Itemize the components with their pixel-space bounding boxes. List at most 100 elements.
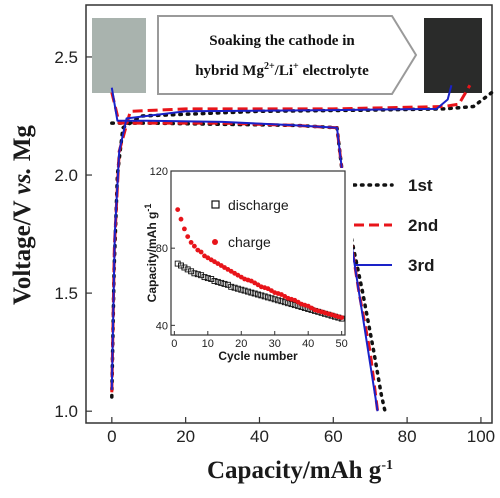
banner-line-2: hybrid Mg2+/Li+ electrolyte <box>195 61 369 79</box>
y-axis-label-italic: vs. <box>9 167 36 194</box>
y-axis-label-part-3: Mg <box>9 125 36 168</box>
main-plot-frame <box>85 4 493 424</box>
banner-sup-mg: 2+ <box>264 61 275 72</box>
series-3rd-discharge-curve <box>110 87 379 412</box>
x-tick-label-100: 100 <box>467 427 495 446</box>
x-tick-label-20: 20 <box>176 427 195 446</box>
banner-line-2-mid: /Li <box>274 63 293 79</box>
discharge-point-5 <box>188 268 195 275</box>
discharge-point-23 <box>248 289 255 296</box>
discharge-point-6 <box>191 270 198 277</box>
inset-legend-discharge-marker <box>211 200 220 209</box>
y-tick-label-2: 2.0 <box>54 166 78 185</box>
discharge-point-2 <box>178 262 184 269</box>
discharge-point-25 <box>255 291 261 298</box>
inset-x-tick-label-50: 50 <box>336 338 348 350</box>
banner-arrow-box <box>157 15 418 95</box>
discharge-point-4 <box>184 266 191 273</box>
legend-label-3rd: 3rd <box>408 256 434 275</box>
inset-y-axis-label: Capacity/mAh g-1 <box>143 204 159 303</box>
discharge-point-7 <box>194 271 201 278</box>
discharge-point-13 <box>214 278 221 285</box>
discharge-point-30 <box>271 296 278 303</box>
discharge-point-26 <box>258 292 265 299</box>
banner-sup-li: + <box>293 61 299 72</box>
inset-y-axis-label-base: Capacity/mAh g <box>145 212 159 303</box>
series-2nd-charge-curve <box>110 84 472 393</box>
inset-points <box>174 207 345 322</box>
x-tick-label-40: 40 <box>250 427 269 446</box>
discharge-point-34 <box>285 300 292 307</box>
discharge-point-8 <box>198 272 205 279</box>
charge-point-50 <box>339 315 345 320</box>
discharge-point-24 <box>251 290 258 297</box>
x-tick-label-80: 80 <box>398 427 417 446</box>
inset-x-tick-label-40: 40 <box>302 338 314 350</box>
discharge-point-11 <box>208 276 215 282</box>
discharge-point-1 <box>174 260 181 267</box>
discharge-point-27 <box>261 293 268 300</box>
inset-x-tick-label-10: 10 <box>202 338 214 350</box>
x-tick-label-60: 60 <box>324 427 343 446</box>
legend-label-1st: 1st <box>408 176 433 195</box>
discharge-point-29 <box>268 295 275 302</box>
main-legend: 1st 2nd 3rd <box>352 176 438 275</box>
y-axis-label-part-1: Voltage/V <box>9 195 36 305</box>
discharge-point-20 <box>238 286 245 293</box>
inset-x-tick-label-0: 0 <box>171 338 177 350</box>
discharge-point-14 <box>218 279 225 286</box>
charge-point-6 <box>192 243 197 249</box>
discharge-point-9 <box>201 274 208 281</box>
discharge-point-17 <box>228 283 235 290</box>
legend-label-2nd: 2nd <box>408 216 438 235</box>
inset-y-tick-label-80: 80 <box>156 243 168 255</box>
banner-line-1: Soaking the cathode in <box>209 33 355 49</box>
charge-point-4 <box>185 234 191 240</box>
inset-plot-frame <box>170 170 346 336</box>
inset-x-axis-label: Cycle number <box>218 349 298 363</box>
inset-y-tick-label-120: 120 <box>150 166 168 178</box>
charge-point-2 <box>178 216 184 222</box>
inset-axis-ticks: 0 10 20 30 40 50 40 80 120 <box>150 166 348 350</box>
pristine-cathode-swatch <box>92 18 146 93</box>
charge-point-8 <box>198 249 204 255</box>
charge-point-5 <box>188 240 194 245</box>
discharge-point-22 <box>245 288 251 295</box>
y-tick-label-1: 1.5 <box>54 284 78 303</box>
inset-legend-charge-marker <box>212 239 218 245</box>
charge-point-3 <box>182 226 187 232</box>
inset-legend-charge-label: charge <box>228 234 271 250</box>
inset-y-tick-label-40: 40 <box>156 320 168 332</box>
inset-chart: 0 10 20 30 40 50 40 80 120 Cycle number Capacity… <box>143 166 353 363</box>
banner-line-2-base: hybrid Mg <box>195 63 264 79</box>
y-axis-label: Voltage/V vs. Mg <box>9 125 36 305</box>
y-tick-label-0: 1.0 <box>54 402 78 421</box>
x-axis-label-sup: -1 <box>381 458 393 473</box>
discharge-point-21 <box>241 287 248 294</box>
discharge-point-33 <box>281 299 288 306</box>
discharge-point-12 <box>211 278 218 284</box>
discharge-point-28 <box>265 294 271 301</box>
discharge-point-32 <box>278 298 285 305</box>
discharge-point-31 <box>275 297 282 304</box>
banner-line-2-end: electrolyte <box>299 63 369 79</box>
discharge-point-3 <box>181 264 188 271</box>
discharge-point-15 <box>221 280 228 287</box>
top-banner: Soaking the cathode in hybrid Mg2+/Li+ e… <box>92 15 482 95</box>
inset-legend-discharge-label: discharge <box>228 197 289 213</box>
charge-point-1 <box>175 207 181 213</box>
inset-y-axis-label-sup: -1 <box>143 204 153 212</box>
x-axis-label-base: Capacity/mAh g <box>207 457 382 484</box>
discharge-point-19 <box>234 285 241 292</box>
inset-x-tick-label-30: 30 <box>269 338 281 350</box>
x-tick-label-0: 0 <box>107 427 116 446</box>
discharge-point-16 <box>224 281 231 288</box>
discharge-point-18 <box>231 284 238 291</box>
y-tick-label-3: 2.5 <box>54 48 78 67</box>
inset-x-tick-label-20: 20 <box>235 338 247 350</box>
soaked-cathode-swatch <box>424 18 482 93</box>
discharge-point-10 <box>204 275 211 282</box>
x-axis-label: Capacity/mAh g-1 <box>207 457 393 484</box>
